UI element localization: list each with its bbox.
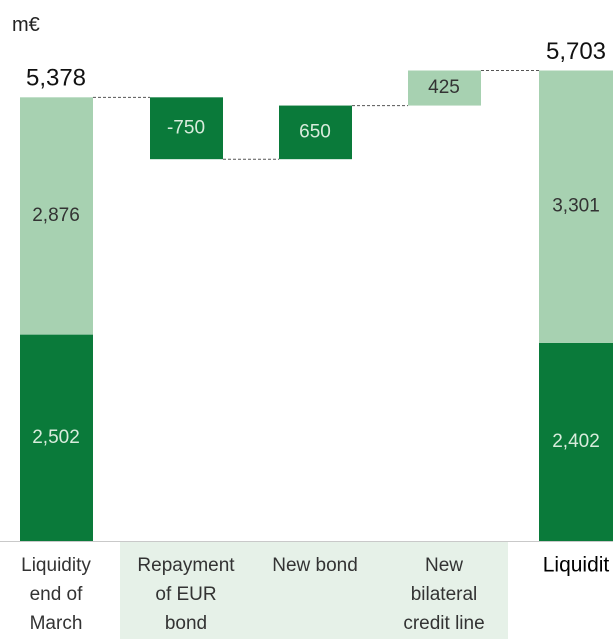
step-bar-0 [150,97,223,160]
category-label-4-line-0: Liquidit [543,554,610,577]
category-strip-3 [378,541,508,639]
category-label-2-line-0: New bond [272,555,358,576]
category-label-0-line-1: end of [30,584,84,605]
step-bar-1 [279,105,352,160]
total-bar-0-segment-0 [20,334,93,541]
step-bar-0-label: -750 [167,117,205,138]
total-value-label-1: 5,703 [546,38,606,65]
category-label-3-line-2: credit line [403,613,484,634]
category-strip-1 [120,541,250,639]
total-bar-0-segment-1 [20,97,93,335]
category-label-1-line-1: of EUR [155,584,216,605]
total-bar-1-segment-1 [539,70,613,343]
category-label-1-line-2: bond [165,613,207,634]
total-value-label-0: 5,378 [26,65,86,92]
total-bar-0-segment-1-label: 2,876 [32,205,80,226]
category-label-3-line-1: bilateral [411,584,478,605]
total-bar-1-segment-1-label: 3,301 [552,196,600,217]
total-bar-1-segment-0 [539,342,613,541]
category-label-0-line-2: March [30,613,83,634]
step-bar-2-label: 425 [428,77,460,98]
category-strip-2 [249,541,379,639]
step-bar-1-label: 650 [299,121,331,142]
total-bar-1-segment-0-label: 2,402 [552,431,600,452]
category-label-1-line-0: Repayment [137,555,235,576]
unit-label: m€ [12,14,40,36]
category-label-3-line-0: New [425,555,463,576]
category-label-0-line-0: Liquidity [21,555,91,576]
total-bar-0-segment-0-label: 2,502 [32,427,80,448]
step-bar-2 [408,70,481,106]
